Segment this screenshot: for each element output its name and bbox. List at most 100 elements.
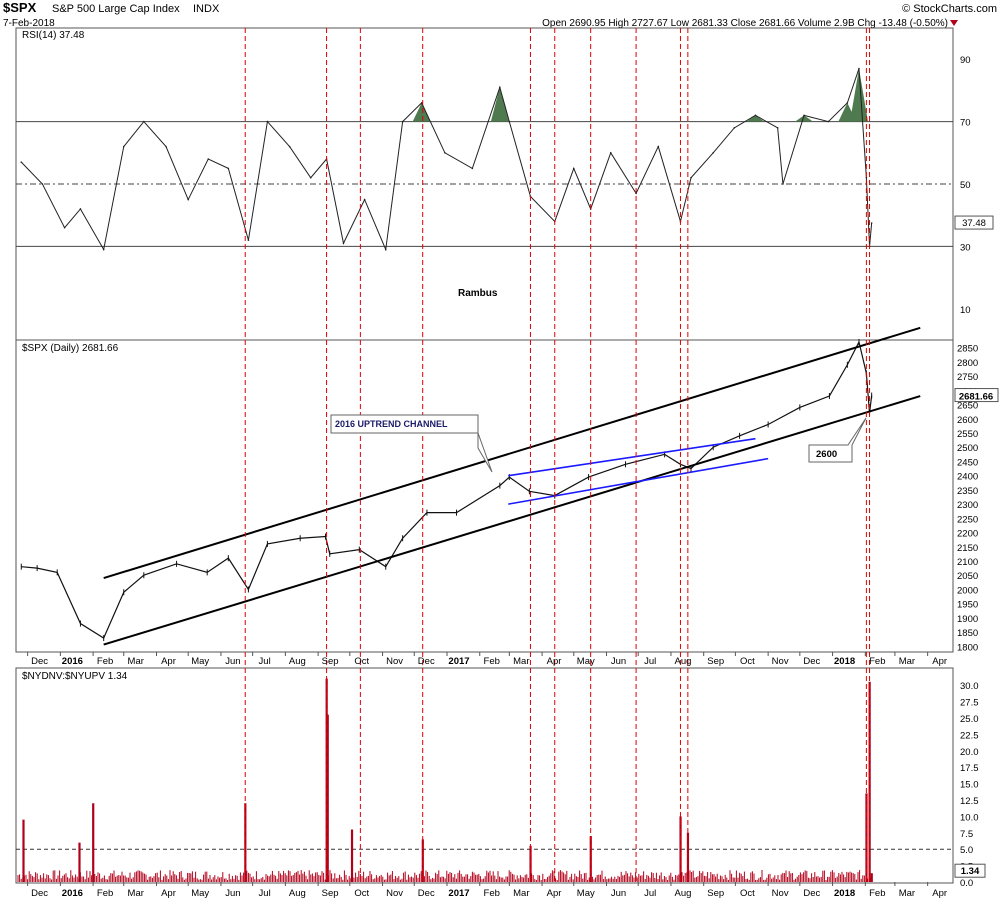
rsi-point <box>572 167 575 170</box>
rsi-point <box>247 239 250 241</box>
price-x-tick-label: Oct <box>354 656 369 667</box>
price-y-tick-label: 2550 <box>957 429 978 440</box>
rsi-point <box>79 208 82 210</box>
rsi-point <box>20 161 23 163</box>
level-callout-box <box>808 417 867 463</box>
ratio-y-tick-label: 20.0 <box>960 747 979 758</box>
annotations: 2016 UPTREND CHANNEL 2600 <box>330 414 867 473</box>
price-y-tick-label: 2450 <box>957 457 978 468</box>
ratio-bar <box>92 803 95 882</box>
ratio-y-tick-label: 15.0 <box>960 780 979 791</box>
rsi-point <box>858 67 860 70</box>
price-y-tick-label: 2800 <box>957 358 978 369</box>
rsi-point <box>865 176 868 179</box>
price-y-tick-label: 1850 <box>957 628 978 639</box>
rsi-last-value-box <box>954 215 994 230</box>
ratio-x-tick-label: Mar <box>899 888 915 899</box>
rsi-point <box>870 222 873 224</box>
price-y-tick-label: 1950 <box>957 600 978 611</box>
price-title: $SPX (Daily) 2681.66 <box>22 343 119 354</box>
price-y-tick-label: 2350 <box>957 486 978 497</box>
price-x-tick-label: May <box>577 656 595 667</box>
price-x-tick-label: May <box>191 656 209 667</box>
rsi-y-tick-label: 50 <box>960 180 971 191</box>
rsi-y-tick-label: 90 <box>960 55 971 66</box>
price-y-tick-label: 1800 <box>957 642 978 653</box>
price-x-tick-label: Apr <box>932 656 947 667</box>
down-triangle-icon <box>950 20 958 26</box>
price-y-tick-label: 2400 <box>957 472 978 483</box>
price-x-tick-label: Feb <box>484 656 500 667</box>
price-x-tick-label: Nov <box>386 656 403 667</box>
ratio-x-tick-label: Mar <box>513 888 529 899</box>
rsi-point <box>712 152 715 154</box>
ratio-x-tick-label: Oct <box>354 888 369 899</box>
rsi-point <box>266 120 269 123</box>
ratio-bar <box>22 819 25 882</box>
ratio-title: $NYDNV:$NYUPV 1.34 <box>22 671 128 682</box>
price-x-tick-label: Jul <box>644 656 656 667</box>
rambus-label: Rambus <box>458 288 498 299</box>
ratio-x-tick-label: Aug <box>289 888 306 899</box>
rsi-point <box>776 127 779 129</box>
price-x-tick-label: Mar <box>128 656 144 667</box>
ratio-y-tick-label: 0.0 <box>960 878 973 889</box>
rsi-point <box>803 114 805 117</box>
rsi-point <box>420 102 423 104</box>
chart-date: 7-Feb-2018 <box>3 18 55 29</box>
rsi-point <box>508 120 511 123</box>
rsi-point <box>309 176 312 179</box>
rsi-y-tick-label: 10 <box>960 305 971 316</box>
price-panel <box>20 326 921 646</box>
ratio-x-tick-label: Feb <box>484 888 500 899</box>
ratio-x-tick-label: May <box>577 888 595 899</box>
channel-callout-label: 2016 UPTREND CHANNEL <box>335 419 448 429</box>
rsi-point <box>102 248 105 251</box>
price-x-tick-label: 2017 <box>448 656 469 667</box>
rsi-point <box>444 152 446 154</box>
index-name: S&P 500 Large Cap Index <box>52 3 180 15</box>
price-x-tick-label: Apr <box>161 656 176 667</box>
ratio-y-tick-label: 17.5 <box>960 763 979 774</box>
rsi-point <box>41 183 44 185</box>
price-panel-frame <box>15 339 954 653</box>
ratio-x-tick-label: Jul <box>259 888 271 899</box>
price-x-tick-label: Feb <box>97 656 113 667</box>
ratio-x-tick-label: Jun <box>225 888 240 899</box>
ratio-bar <box>244 803 247 882</box>
ratio-x-tick-label: Feb <box>97 888 113 899</box>
ratio-x-tick-label: Apr <box>161 888 176 899</box>
rsi-point <box>165 145 167 148</box>
ratio-y-tick-label: 25.0 <box>960 714 979 725</box>
price-x-tick-label: Sep <box>707 656 724 667</box>
price-y-tick-label: 2650 <box>957 401 978 412</box>
rsi-last-value: 37.48 <box>962 218 986 229</box>
rsi-point <box>143 120 145 123</box>
rsi-point <box>782 183 784 185</box>
price-last-value-box <box>954 388 999 403</box>
rsi-overbought-fill <box>849 68 868 122</box>
ratio-x-tick-label: Oct <box>740 888 755 899</box>
rsi-point <box>733 127 736 129</box>
price-x-tick-label: Sep <box>322 656 339 667</box>
rsi-point <box>471 167 474 170</box>
wedge-upper-line <box>508 437 756 477</box>
price-x-tick-label: 2016 <box>62 656 83 667</box>
ratio-x-tick-label: Jul <box>644 888 656 899</box>
ratio-x-tick-label: May <box>191 888 209 899</box>
price-x-tick-label: Apr <box>547 656 562 667</box>
rsi-point <box>690 176 692 179</box>
ratio-y-tick-label: 10.0 <box>960 812 979 823</box>
ratio-x-tick-label: Feb <box>869 888 885 899</box>
ratio-panel <box>16 678 953 882</box>
price-y-tick-label: 2150 <box>957 543 978 554</box>
ratio-x-tick-label: Jun <box>611 888 626 899</box>
ratio-x-tick-label: 2016 <box>62 888 83 899</box>
rsi-overbought-fill <box>490 87 509 122</box>
rsi-point <box>63 226 66 229</box>
price-y-tick-label: 2200 <box>957 529 978 540</box>
ratio-bar <box>589 836 592 882</box>
price-y-tick-label: 2600 <box>957 415 978 426</box>
ratio-x-tick-label: Sep <box>322 888 339 899</box>
